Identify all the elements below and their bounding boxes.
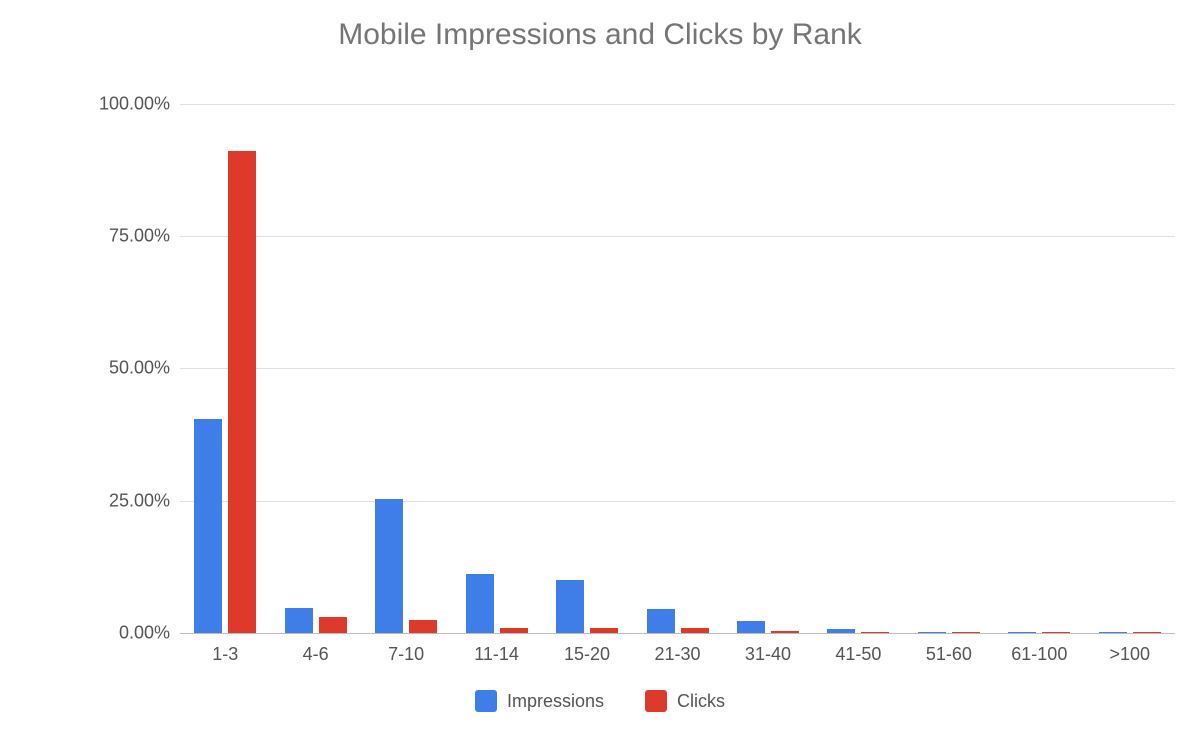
bar — [409, 620, 437, 633]
legend: Impressions Clicks — [0, 690, 1200, 717]
gridline — [180, 501, 1175, 502]
bar — [590, 628, 618, 633]
legend-swatch-clicks — [645, 690, 667, 712]
bar — [1133, 632, 1161, 633]
bar — [319, 617, 347, 633]
gridline — [180, 368, 1175, 369]
gridline — [180, 236, 1175, 237]
x-tick-label: 4-6 — [303, 644, 329, 665]
x-tick-label: 61-100 — [1011, 644, 1067, 665]
x-tick-label: 31-40 — [745, 644, 791, 665]
bar — [1008, 632, 1036, 633]
y-tick-label: 0.00% — [20, 623, 170, 644]
y-tick-label: 75.00% — [20, 225, 170, 246]
bar — [952, 632, 980, 633]
bar — [228, 151, 256, 633]
chart-container: Mobile Impressions and Clicks by Rank Im… — [0, 0, 1200, 742]
x-tick-label: >100 — [1109, 644, 1150, 665]
bar — [466, 574, 494, 633]
legend-swatch-impressions — [475, 690, 497, 712]
bar — [285, 608, 313, 633]
x-tick-label: 21-30 — [654, 644, 700, 665]
x-tick-label: 11-14 — [474, 644, 519, 665]
y-tick-label: 50.00% — [20, 358, 170, 379]
chart-title: Mobile Impressions and Clicks by Rank — [0, 18, 1200, 52]
bar — [737, 621, 765, 633]
y-tick-label: 25.00% — [20, 490, 170, 511]
legend-label-clicks: Clicks — [677, 691, 725, 712]
x-tick-label: 15-20 — [564, 644, 610, 665]
bar — [194, 419, 222, 633]
x-tick-label: 41-50 — [835, 644, 881, 665]
x-tick-label: 1-3 — [212, 644, 238, 665]
legend-item-clicks: Clicks — [645, 690, 725, 712]
x-tick-label: 51-60 — [926, 644, 972, 665]
bar — [500, 628, 528, 633]
y-tick-label: 100.00% — [20, 93, 170, 114]
bar — [681, 628, 709, 633]
bar — [1042, 632, 1070, 633]
bar — [375, 499, 403, 633]
legend-label-impressions: Impressions — [507, 691, 604, 712]
plot-area — [180, 93, 1175, 633]
bar — [771, 631, 799, 633]
bar — [647, 609, 675, 633]
bar — [827, 629, 855, 633]
x-tick-label: 7-10 — [388, 644, 424, 665]
bar — [1099, 632, 1127, 633]
x-axis-line — [180, 633, 1175, 634]
bar — [861, 632, 889, 633]
bar — [556, 580, 584, 633]
gridline — [180, 104, 1175, 105]
legend-item-impressions: Impressions — [475, 690, 604, 712]
bar — [918, 632, 946, 633]
